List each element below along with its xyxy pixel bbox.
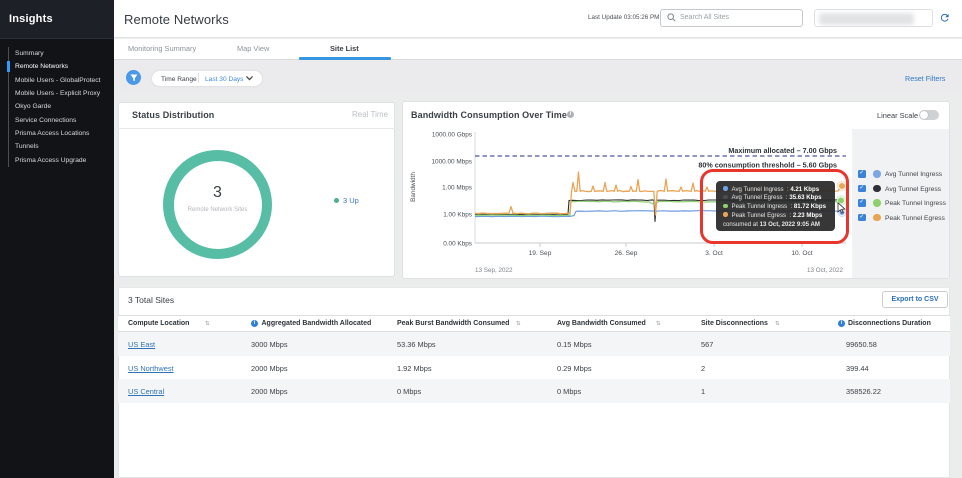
- svg-text:80% consumption threshold – 5.: 80% consumption threshold – 5.60 Gbps: [698, 161, 837, 170]
- svg-text:1.00 Kbps: 1.00 Kbps: [443, 212, 472, 219]
- svg-text:Maximum allocated – 7.00 Gbps: Maximum allocated – 7.00 Gbps: [728, 146, 837, 155]
- svg-text:13 Sep, 2022: 13 Sep, 2022: [475, 267, 513, 274]
- svg-text:0.00 Kbps: 0.00 Kbps: [443, 241, 472, 248]
- svg-text:1000.00 Mbps: 1000.00 Mbps: [431, 159, 472, 166]
- svg-text:1.00 Mbps: 1.00 Mbps: [442, 185, 472, 192]
- svg-text:1000.00 Gbps: 1000.00 Gbps: [432, 132, 472, 139]
- svg-text:Bandwidth: Bandwidth: [410, 172, 417, 202]
- svg-text:3. Oct: 3. Oct: [705, 250, 723, 257]
- svg-text:26. Sep: 26. Sep: [615, 250, 638, 257]
- svg-text:13 Oct, 2022: 13 Oct, 2022: [807, 267, 844, 274]
- svg-text:19. Sep: 19. Sep: [529, 250, 552, 257]
- svg-text:10. Oct: 10. Oct: [791, 250, 812, 257]
